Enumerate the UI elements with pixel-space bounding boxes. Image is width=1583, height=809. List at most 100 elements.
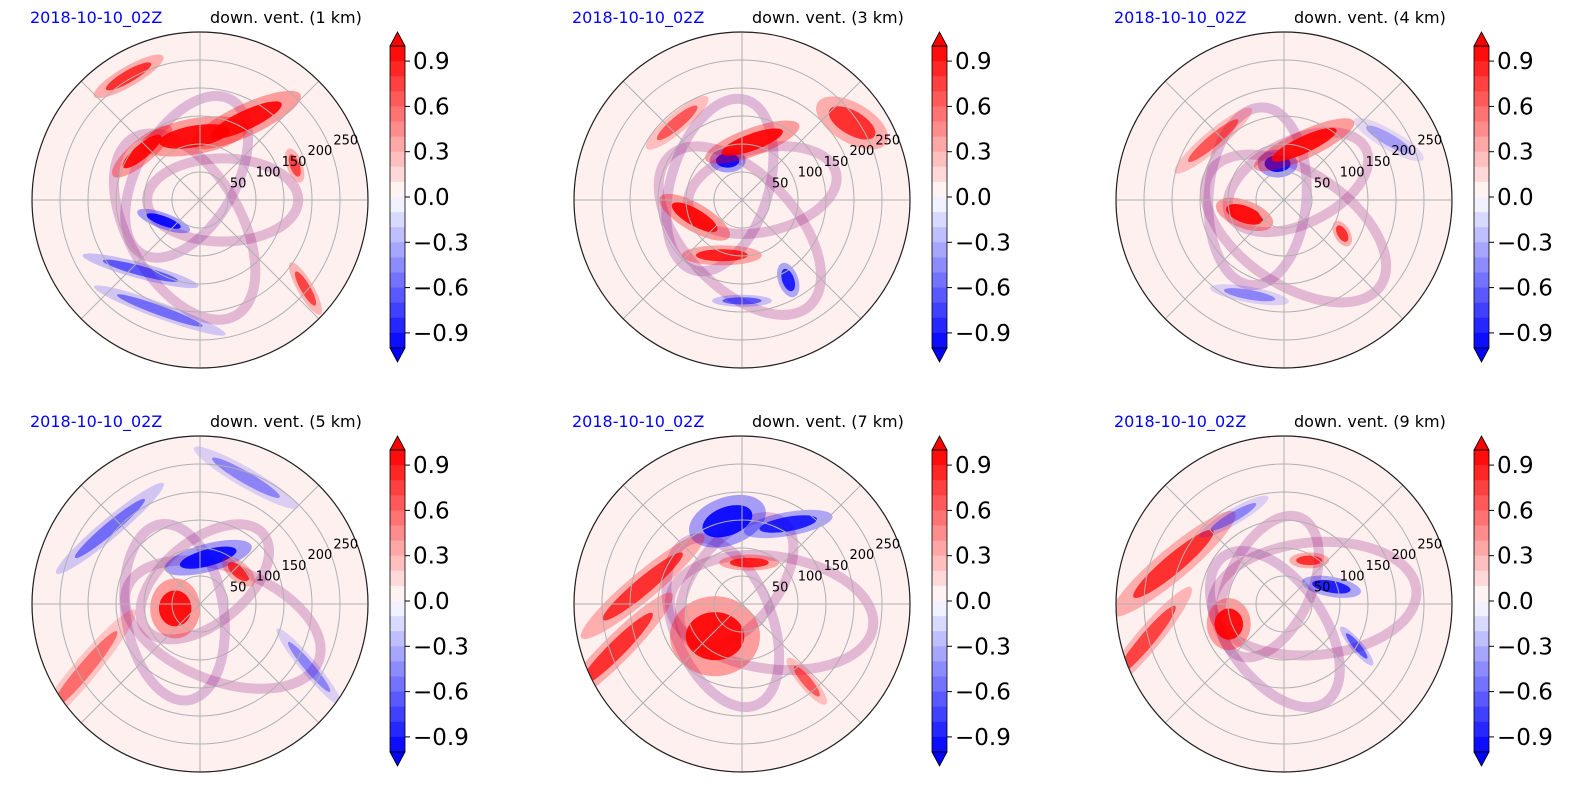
radial-tick-label: 100 <box>1340 570 1365 585</box>
angular-grid-line <box>1283 603 1404 724</box>
colorbar-segment <box>390 332 405 349</box>
colorbar-segment <box>1474 691 1489 708</box>
polar-border <box>31 31 369 369</box>
polar-border <box>1115 435 1453 773</box>
radial-tick-label: 50 <box>230 580 247 595</box>
colorbar-tick-label: 0.6 <box>955 94 992 120</box>
colorbar-tick-label: −0.6 <box>413 276 469 302</box>
field-blob <box>1188 119 1239 162</box>
panel-date: 2018-10-10_02Z <box>572 8 705 27</box>
colorbar-extend-max <box>1473 31 1490 47</box>
colorbar-segment <box>390 61 405 77</box>
colorbar-segment <box>932 181 947 198</box>
colorbar-segment <box>932 212 947 228</box>
colorbar-segment <box>390 450 405 466</box>
panel-5: 2018-10-10_02Z down. vent. (7 km) 50 100 1… <box>542 404 1062 804</box>
colorbar-segment <box>390 631 405 647</box>
colorbar-segment <box>932 197 947 213</box>
colorbar-segment <box>932 646 947 662</box>
colorbar-extend-min <box>931 751 948 767</box>
colorbar-segment <box>390 676 405 693</box>
field-shading <box>645 93 889 320</box>
radial-tick-label: 150 <box>824 155 849 170</box>
colorbar-segment <box>1474 136 1489 153</box>
field-arm <box>653 141 826 320</box>
colorbar-extend-min <box>931 347 948 363</box>
field-blob-halo <box>55 482 164 575</box>
colorbar-segment <box>390 555 405 572</box>
field-shading <box>574 494 879 713</box>
field-blob <box>695 249 748 262</box>
colorbar-tick-label: −0.3 <box>955 230 1011 256</box>
colorbar-segment <box>1474 227 1489 243</box>
colorbar-tick-label: 0.6 <box>955 498 992 524</box>
colorbar-segment <box>1474 525 1489 542</box>
field-blob-halo <box>193 446 299 509</box>
field-blob <box>793 665 820 697</box>
angular-grid-line <box>80 484 201 605</box>
colorbar-segment <box>932 555 947 572</box>
colorbar-extend-max <box>1473 435 1490 451</box>
colorbar-tick-label: 0.0 <box>1497 589 1534 615</box>
colorbar-segment <box>932 257 947 273</box>
colorbar-tick-label: 0.0 <box>955 589 992 615</box>
colorbar-tick-label: −0.6 <box>1497 680 1553 706</box>
radial-tick-label: 200 <box>307 144 332 159</box>
colorbar-tick-label: −0.3 <box>1497 634 1553 660</box>
colorbar-segment <box>932 480 947 496</box>
colorbar-segment <box>932 91 947 107</box>
field-blob <box>1225 204 1264 225</box>
colorbar-segment <box>932 151 947 168</box>
radial-tick-label: 100 <box>1340 166 1365 181</box>
colorbar-segment <box>390 197 405 213</box>
colorbar-segment <box>1474 287 1489 304</box>
colorbar-segment <box>932 631 947 647</box>
colorbar-tick-label: 0.9 <box>955 49 992 75</box>
field-blob <box>671 202 718 233</box>
field-blob <box>287 641 331 693</box>
field-blob <box>656 105 698 141</box>
field-arm <box>135 519 275 645</box>
angular-grid-line <box>1283 199 1404 320</box>
colorbar-segment <box>390 601 405 617</box>
colorbar-segment <box>1474 601 1489 617</box>
field-blob <box>212 457 280 498</box>
radial-tick-label: 50 <box>772 176 789 191</box>
angular-grid-line <box>622 484 743 605</box>
colorbar: 0.9 0.6 0.3 0.0 −0.3 −0.6 −0.9 <box>931 435 1011 767</box>
colorbar-segment <box>932 570 947 587</box>
field-blob <box>158 590 192 627</box>
field-arm <box>653 141 826 320</box>
colorbar-tick-label: 0.9 <box>1497 49 1534 75</box>
colorbar-segment <box>390 181 405 198</box>
field-arm <box>661 93 779 277</box>
colorbar-segment <box>932 661 947 677</box>
radial-tick-label: 100 <box>256 570 281 585</box>
colorbar-segment <box>1474 736 1489 753</box>
colorbar-segment <box>390 242 405 258</box>
angular-grid-line <box>1164 199 1285 320</box>
colorbar-tick-label: 0.6 <box>413 498 450 524</box>
colorbar-segment <box>932 465 947 481</box>
field-arm <box>1207 536 1422 661</box>
colorbar-segment <box>390 46 405 62</box>
colorbar-tick-label: 0.0 <box>955 185 992 211</box>
field-blob-halo <box>1353 117 1424 162</box>
polar-border <box>1115 31 1453 369</box>
angular-grid-line <box>1164 80 1285 201</box>
field-blob <box>1336 225 1349 242</box>
colorbar-segment <box>1474 555 1489 572</box>
field-arm <box>1207 536 1422 661</box>
colorbar-segment <box>390 495 405 511</box>
colorbar-segment <box>1474 91 1489 107</box>
colorbar-tick-label: −0.3 <box>1497 230 1553 256</box>
angular-grid-line <box>741 603 862 724</box>
panel-title: down. vent. (5 km) <box>210 412 362 431</box>
colorbar-segment <box>390 121 405 138</box>
panel-date: 2018-10-10_02Z <box>1114 8 1247 27</box>
colorbar-extend-min <box>1473 347 1490 363</box>
panel-date: 2018-10-10_02Z <box>572 412 705 431</box>
radial-tick-label: 200 <box>849 548 874 563</box>
